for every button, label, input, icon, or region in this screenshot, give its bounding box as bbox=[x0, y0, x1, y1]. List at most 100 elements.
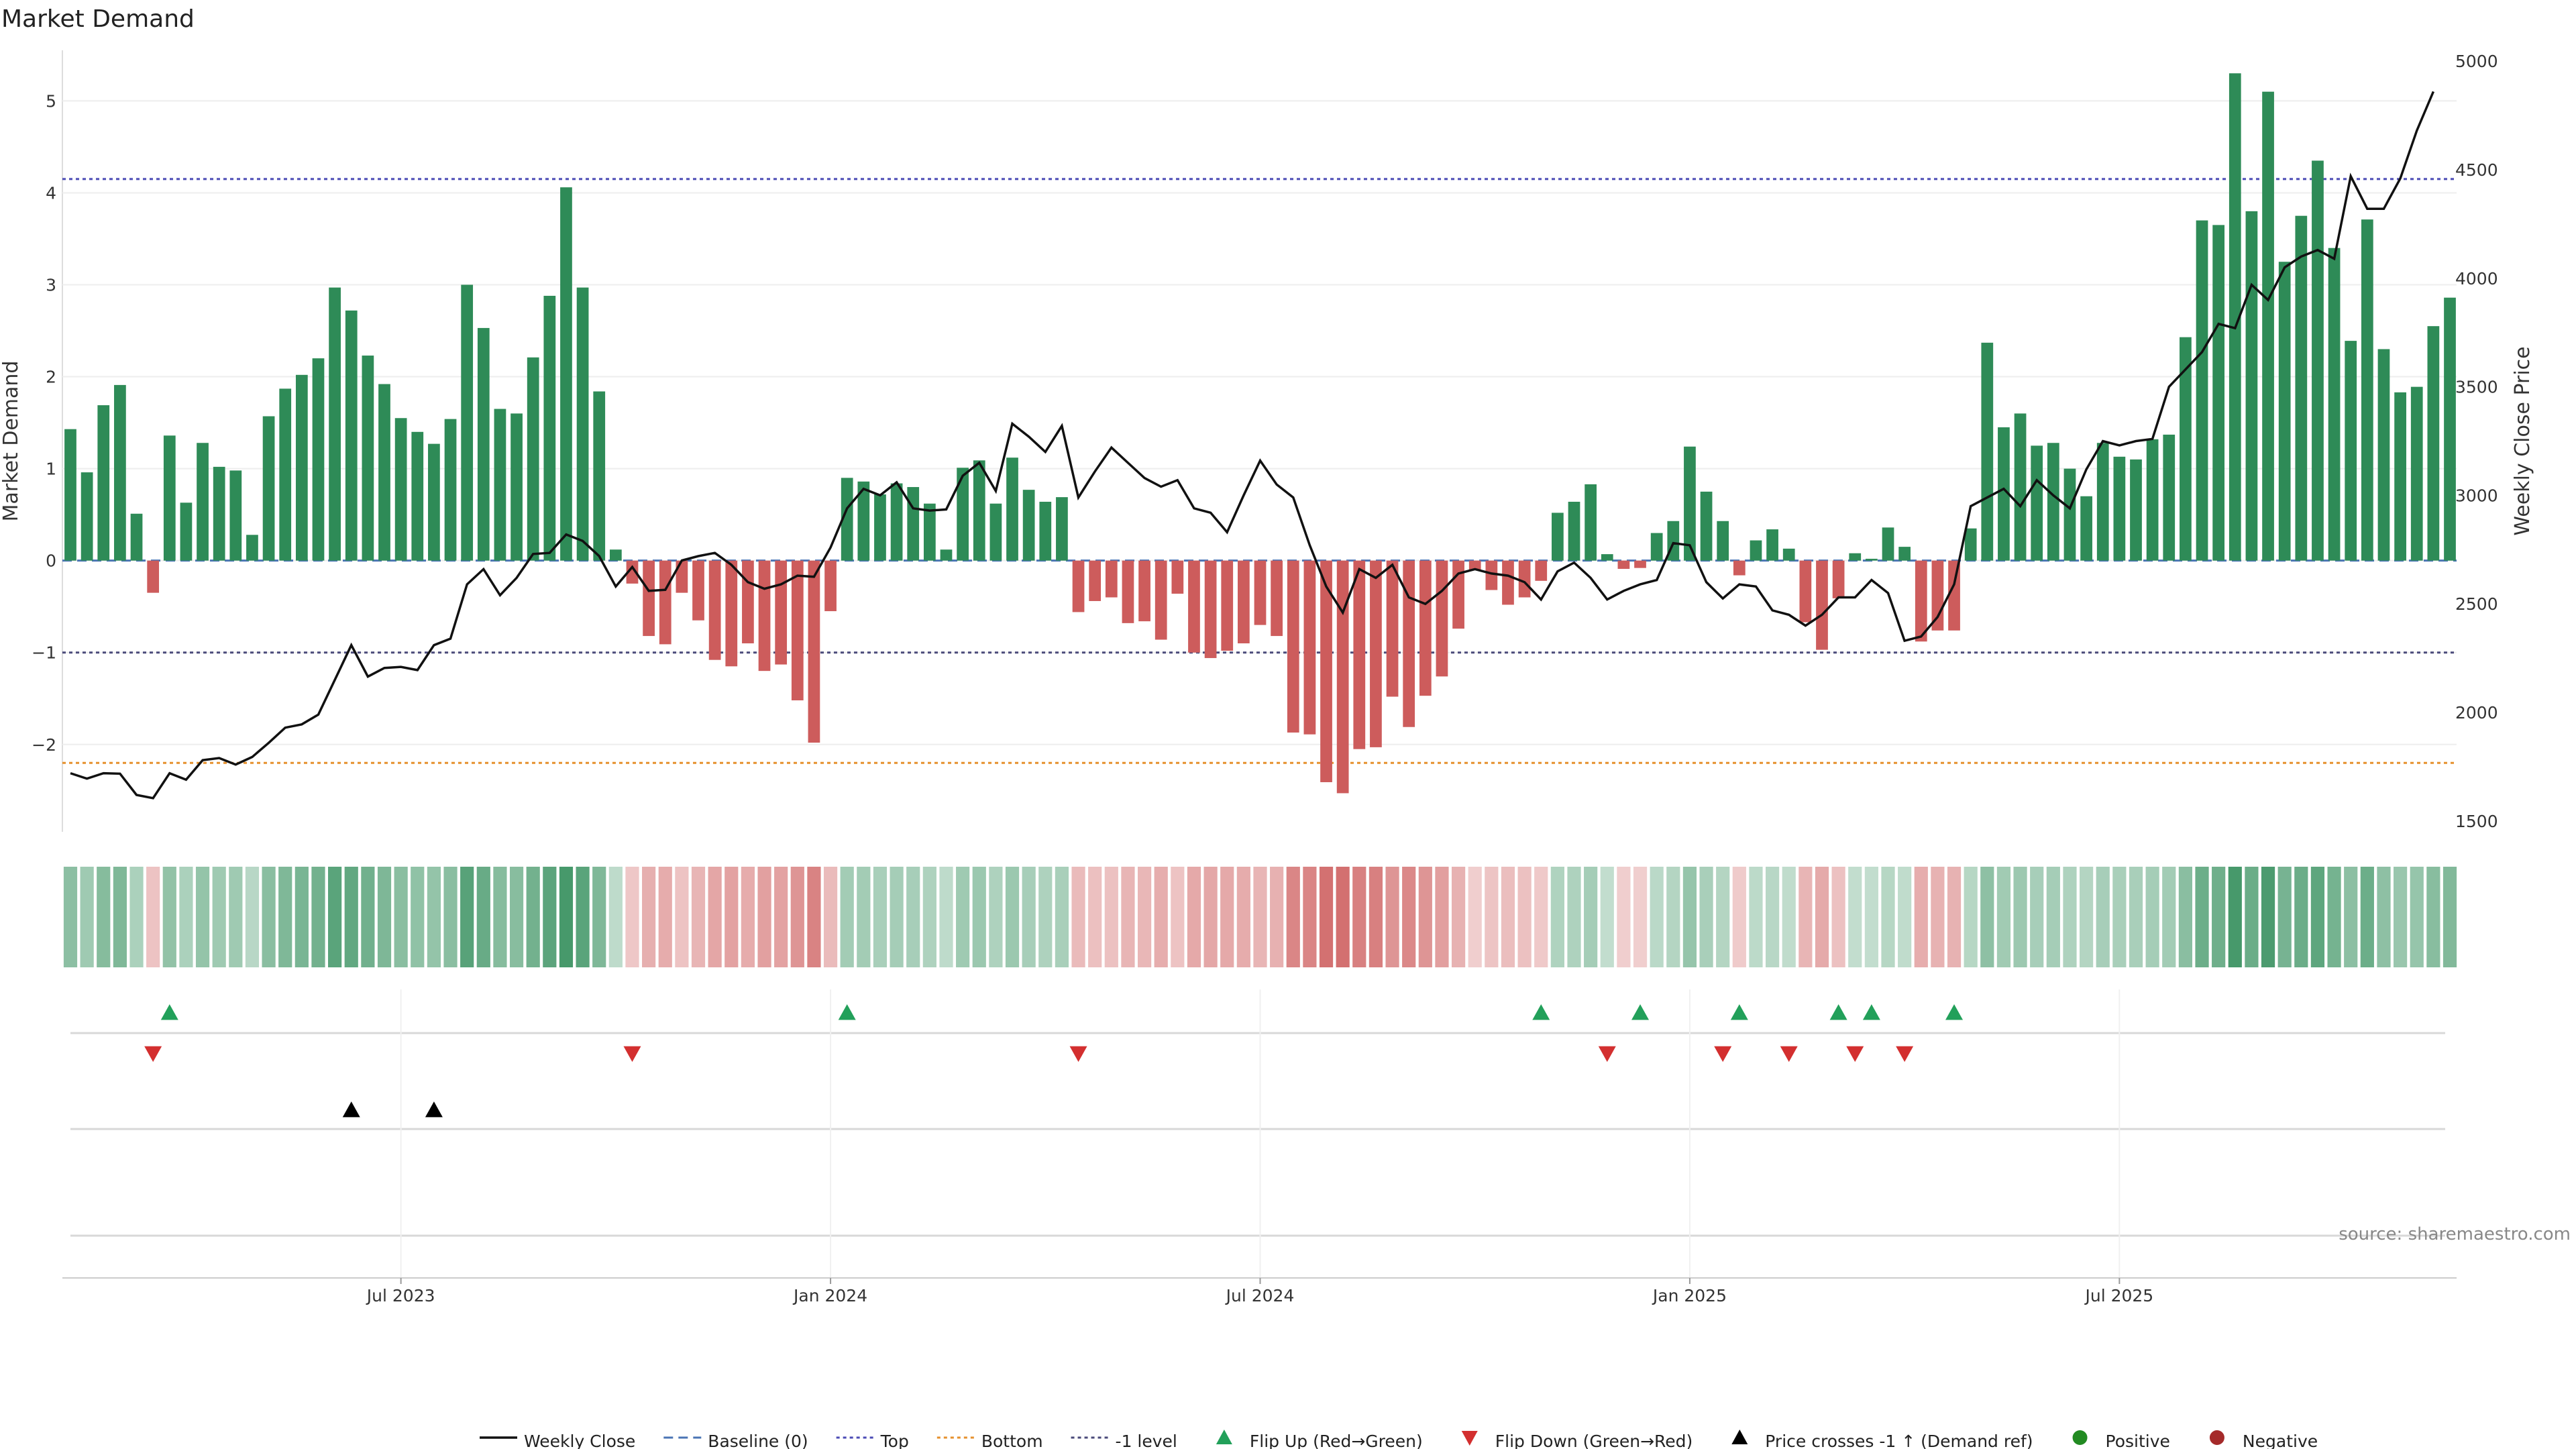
strip-cell bbox=[146, 867, 160, 967]
strip-cell bbox=[377, 867, 392, 967]
strip-cell bbox=[2443, 867, 2457, 967]
demand-bar bbox=[1535, 560, 1548, 581]
strip-cell bbox=[1749, 867, 1763, 967]
demand-bar bbox=[163, 435, 176, 561]
legend-flip-down-marker bbox=[1461, 1431, 1478, 1446]
demand-bar bbox=[279, 388, 292, 561]
x-axis-ticks: Jul 2023 Jan 2024 Jul 2024 Jan 2025 Jul 2025 bbox=[62, 1277, 2457, 1305]
demand-bar bbox=[923, 503, 936, 561]
legend-label: Price crosses -1 ↑ (Demand ref) bbox=[1765, 1432, 2033, 1449]
strip-cell bbox=[344, 867, 358, 967]
strip-cell bbox=[1699, 867, 1713, 967]
strip-cell bbox=[1154, 867, 1168, 967]
y2-tick-label: 4000 bbox=[2455, 269, 2498, 288]
strip-cell bbox=[1038, 867, 1053, 967]
y2-tick-label: 3500 bbox=[2455, 378, 2498, 397]
demand-bar bbox=[197, 443, 209, 561]
demand-bar bbox=[1849, 553, 1862, 561]
demand-bar bbox=[2146, 439, 2159, 561]
strip-cell bbox=[460, 867, 474, 967]
strip-cell bbox=[1716, 867, 1730, 967]
demand-bar bbox=[1072, 560, 1085, 612]
strip-cell bbox=[394, 867, 408, 967]
strip-cell bbox=[2277, 867, 2292, 967]
strip-cell bbox=[493, 867, 507, 967]
flip-up-marker bbox=[1862, 1004, 1880, 1020]
strip-cell bbox=[1286, 867, 1300, 967]
legend-item: Flip Down (Green→Red) bbox=[1461, 1431, 1693, 1449]
demand-bar bbox=[808, 560, 820, 743]
demand-bar bbox=[874, 494, 886, 561]
y2-tick-label: 2000 bbox=[2455, 703, 2498, 722]
legend-label: Bottom bbox=[981, 1432, 1043, 1449]
strip-cell bbox=[1666, 867, 1680, 967]
demand-bar bbox=[1386, 560, 1399, 697]
chart-title: Market Demand bbox=[1, 5, 195, 33]
demand-bar bbox=[511, 413, 523, 561]
strip-cell bbox=[1104, 867, 1118, 967]
strip-cell bbox=[2079, 867, 2094, 967]
x-tick-label: Jan 2025 bbox=[1652, 1286, 1727, 1305]
legend-negative-dot bbox=[2209, 1430, 2224, 1445]
demand-bar bbox=[2328, 248, 2341, 561]
demand-bar bbox=[1816, 560, 1828, 650]
demand-bar bbox=[1750, 540, 1762, 561]
demand-bar bbox=[1931, 560, 1944, 631]
demand-bar bbox=[213, 466, 225, 561]
strip-cell bbox=[1022, 867, 1036, 967]
strip-cell bbox=[1171, 867, 1185, 967]
legend-item: Flip Up (Red→Green) bbox=[1216, 1430, 1423, 1449]
strip-cell bbox=[361, 867, 375, 967]
demand-bar bbox=[1898, 547, 1911, 561]
demand-bar bbox=[2080, 496, 2092, 561]
strip-cell bbox=[1996, 867, 2011, 967]
demand-bar bbox=[2014, 413, 2027, 561]
strip-cell bbox=[906, 867, 920, 967]
flip-down-marker bbox=[1714, 1046, 1732, 1062]
legend: Weekly Close Baseline (0) Top Bottom -1 leve… bbox=[480, 1430, 2318, 1449]
y-tick-label: −1 bbox=[32, 643, 56, 663]
demand-bar bbox=[857, 481, 870, 561]
demand-bar bbox=[1650, 533, 1663, 561]
y2-tick-label: 2500 bbox=[2455, 594, 2498, 614]
demand-bar bbox=[130, 513, 143, 561]
strip-cell bbox=[1501, 867, 1515, 967]
demand-bar bbox=[841, 478, 853, 561]
demand-bar bbox=[97, 405, 110, 561]
strip-cell bbox=[1468, 867, 1482, 967]
strip-cell bbox=[1352, 867, 1366, 967]
demand-bar bbox=[2245, 211, 2258, 561]
strip-cell bbox=[2294, 867, 2308, 967]
y2-tick-label: 5000 bbox=[2455, 52, 2498, 71]
flip-up-marker bbox=[1829, 1004, 1847, 1020]
strip-cell bbox=[1319, 867, 1334, 967]
demand-bar bbox=[1287, 560, 1299, 733]
strip-cell bbox=[1368, 867, 1383, 967]
strip-cell bbox=[543, 867, 557, 967]
legend-flip-up-marker bbox=[1216, 1430, 1232, 1444]
strip-cell bbox=[1088, 867, 1102, 967]
demand-bar bbox=[2229, 73, 2241, 561]
demand-bar bbox=[708, 560, 721, 660]
demand-bar bbox=[2196, 220, 2208, 561]
demand-bar bbox=[2361, 219, 2373, 561]
strip-cell bbox=[1534, 867, 1548, 967]
strip-cell bbox=[2410, 867, 2424, 967]
demand-bar bbox=[775, 560, 788, 665]
strip-cell bbox=[278, 867, 292, 967]
weekly-close-line bbox=[70, 91, 2435, 800]
demand-bar bbox=[1370, 560, 1382, 747]
demand-bar bbox=[1138, 560, 1150, 622]
demand-bar bbox=[1485, 560, 1498, 590]
strip-cell bbox=[1071, 867, 1085, 967]
demand-bar bbox=[692, 560, 704, 621]
demand-bar bbox=[80, 472, 93, 561]
strip-cell bbox=[1633, 867, 1648, 967]
source-label: source: sharemaestro.com bbox=[2339, 1224, 2571, 1244]
strip-cell bbox=[972, 867, 986, 967]
demand-bar bbox=[560, 187, 572, 561]
demand-bar bbox=[2212, 225, 2225, 561]
flip-down-marker bbox=[1780, 1046, 1798, 1062]
y-tick-label: −2 bbox=[32, 735, 56, 755]
